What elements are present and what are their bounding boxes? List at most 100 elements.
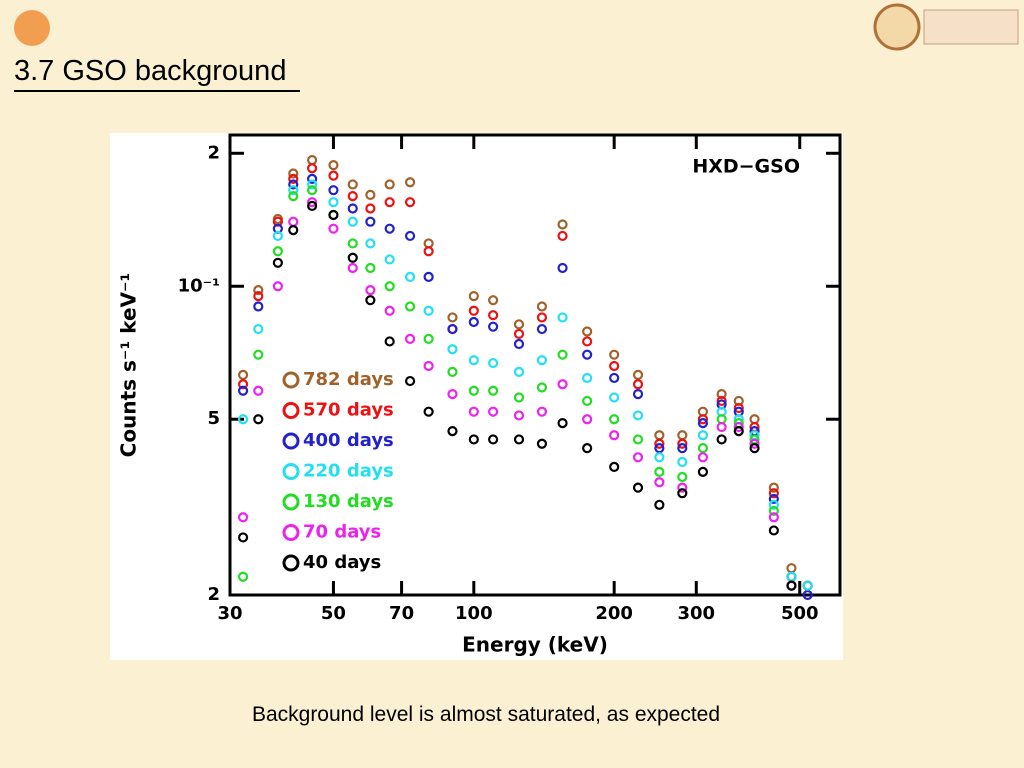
- data-point: [328, 170, 339, 181]
- data-point: [716, 388, 727, 400]
- annotation: HXD−GSO: [692, 156, 800, 178]
- data-point: [513, 392, 525, 403]
- data-point: [536, 355, 548, 366]
- legend-label: 70 days: [303, 522, 381, 543]
- data-point: [423, 406, 434, 417]
- data-point: [802, 580, 813, 591]
- data-point: [749, 443, 760, 454]
- data-point: [654, 438, 665, 449]
- x-tick-label: 300: [677, 603, 715, 624]
- data-point: [609, 349, 620, 360]
- data-point: [536, 438, 548, 449]
- data-point: [513, 366, 525, 377]
- data-point: [536, 382, 548, 393]
- data-point: [733, 425, 744, 437]
- data-point: [404, 177, 416, 188]
- data-point: [423, 271, 434, 282]
- data-point: [347, 190, 358, 202]
- data-point: [468, 305, 479, 316]
- data-point: [237, 369, 249, 380]
- data-point: [288, 168, 299, 179]
- data-point: [513, 410, 525, 421]
- data-point: [365, 216, 376, 227]
- data-point: [328, 160, 339, 171]
- data-point: [768, 499, 779, 510]
- data-point: [272, 257, 283, 268]
- data-point: [347, 179, 358, 190]
- data-point: [749, 438, 760, 449]
- data-point: [557, 230, 568, 242]
- data-point: [347, 252, 358, 263]
- data-point: [423, 333, 434, 345]
- x-axis-label: Energy (keV): [462, 633, 608, 657]
- data-point: [557, 312, 568, 323]
- data-point: [307, 173, 318, 184]
- data-point: [307, 163, 318, 174]
- x-tick-label: 70: [389, 603, 414, 624]
- data-point: [237, 532, 249, 543]
- data-point: [632, 379, 644, 390]
- data-point: [404, 375, 416, 387]
- data-point: [365, 189, 376, 200]
- data-point: [423, 360, 434, 372]
- data-point: [307, 179, 318, 190]
- data-point: [272, 246, 283, 257]
- data-point: [253, 414, 264, 425]
- data-point: [677, 471, 688, 483]
- legend-label: 40 days: [303, 552, 381, 573]
- x-tick-label: 50: [321, 603, 346, 624]
- data-point: [237, 379, 249, 390]
- data-point: [468, 290, 479, 302]
- data-point: [468, 434, 479, 445]
- logo-hxd: [923, 9, 1019, 45]
- data-point: [488, 321, 499, 332]
- data-point: [654, 477, 665, 488]
- logo-left: [14, 10, 50, 46]
- data-point: [347, 203, 358, 214]
- data-point: [253, 301, 264, 312]
- data-point: [768, 525, 779, 536]
- data-point: [288, 179, 299, 190]
- data-point: [697, 466, 709, 477]
- data-point: [632, 410, 644, 421]
- slide-title: 3.7 GSO background: [14, 52, 301, 92]
- data-point: [384, 197, 395, 208]
- data-point: [328, 209, 339, 221]
- data-point: [384, 254, 395, 265]
- data-point: [609, 372, 620, 384]
- data-point: [582, 336, 593, 347]
- data-point: [654, 466, 665, 477]
- data-point: [768, 493, 779, 505]
- legend-marker: [282, 463, 300, 480]
- data-point: [384, 305, 395, 316]
- data-point: [557, 262, 568, 274]
- data-point: [288, 225, 299, 236]
- data-point: [536, 301, 548, 312]
- data-point: [654, 452, 665, 463]
- data-point: [677, 488, 688, 499]
- data-point: [288, 190, 299, 202]
- data-point: [365, 295, 376, 306]
- data-point: [513, 434, 525, 445]
- data-point: [697, 430, 709, 441]
- data-point: [513, 319, 525, 330]
- y-tick-label: 5: [207, 408, 220, 429]
- data-point: [468, 316, 479, 328]
- data-point: [697, 414, 709, 425]
- data-point: [253, 385, 264, 396]
- legend-label: 782 days: [303, 369, 394, 390]
- legend-marker: [282, 432, 300, 450]
- data-point: [582, 414, 593, 425]
- data-point: [632, 482, 644, 493]
- data-point: [582, 372, 593, 384]
- data-point: [404, 271, 416, 282]
- data-point: [272, 281, 283, 292]
- data-point: [488, 357, 499, 369]
- data-point: [253, 349, 264, 360]
- data-point: [423, 246, 434, 257]
- data-point: [582, 395, 593, 407]
- data-point: [447, 344, 458, 355]
- x-tick-label: 30: [217, 603, 242, 624]
- data-point: [768, 482, 779, 493]
- data-point: [365, 238, 376, 249]
